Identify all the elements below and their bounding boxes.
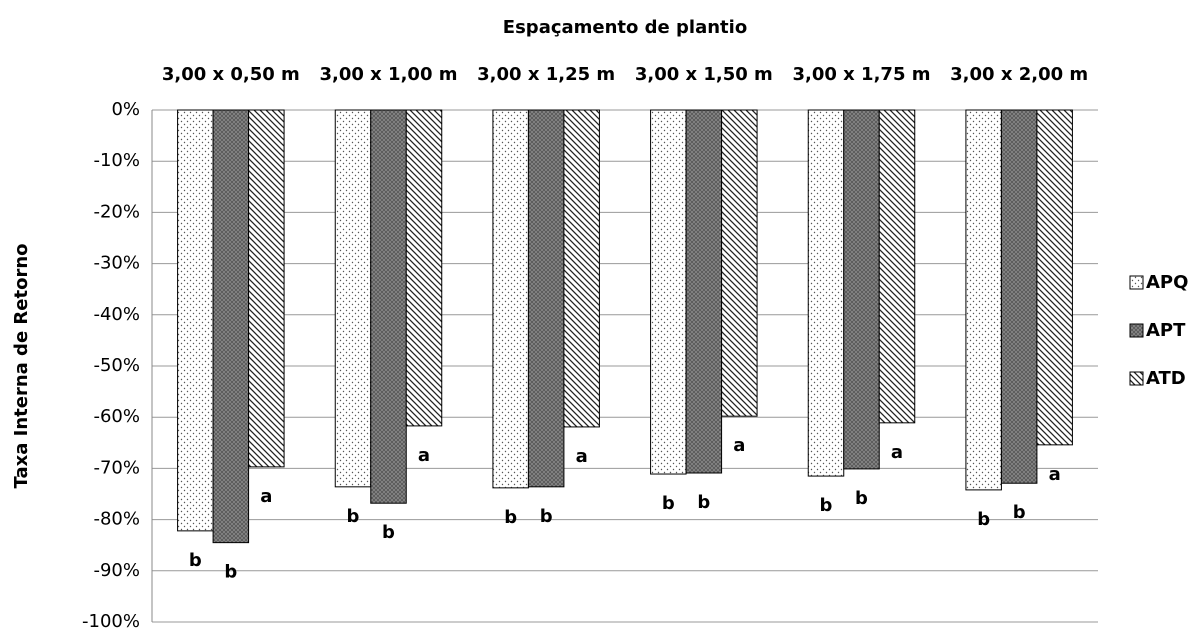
legend-swatch xyxy=(1129,371,1144,386)
bar-annotation: b xyxy=(1013,502,1026,523)
bar-annotation: b xyxy=(540,506,553,527)
bar-annotation: b xyxy=(189,550,202,571)
bar-annotation: a xyxy=(733,435,745,456)
bar-annotation: a xyxy=(418,445,430,466)
bar xyxy=(650,109,687,475)
x-tick-label: 3,00 x 1,75 m xyxy=(793,64,931,85)
legend-label: APQ xyxy=(1146,272,1188,293)
y-tick-label: -90% xyxy=(93,560,140,581)
bar xyxy=(807,109,845,477)
bar xyxy=(527,109,565,488)
bar xyxy=(212,109,250,544)
bar xyxy=(563,109,600,428)
y-tick-label: -80% xyxy=(93,509,140,530)
bar-annotation: b xyxy=(224,562,237,583)
x-tick-label: 3,00 x 1,50 m xyxy=(635,64,773,85)
bar xyxy=(965,109,1002,491)
chart-title: Espaçamento de plantio xyxy=(503,17,747,38)
bar-annotation: a xyxy=(576,446,588,467)
bar-annotation: a xyxy=(260,486,272,507)
x-tick-label: 3,00 x 2,00 m xyxy=(950,64,1088,85)
bar-annotation: a xyxy=(1049,464,1061,485)
y-tick-label: -70% xyxy=(93,457,140,478)
bar xyxy=(248,109,285,468)
x-tick-label: 3,00 x 0,50 m xyxy=(162,64,300,85)
legend-swatch xyxy=(1129,275,1144,290)
legend-label: ATD xyxy=(1146,368,1186,389)
bar-annotation: b xyxy=(697,492,710,513)
bar-annotation: b xyxy=(820,495,833,516)
y-tick-label: -40% xyxy=(93,304,140,325)
y-tick-label: -100% xyxy=(82,611,140,632)
y-tick-label: -20% xyxy=(93,201,140,222)
bar xyxy=(492,109,529,489)
bar-annotation: b xyxy=(977,509,990,530)
bar-annotation: b xyxy=(504,507,517,528)
bar-annotation: a xyxy=(891,442,903,463)
legend-label: APT xyxy=(1146,320,1186,341)
y-axis-label: Taxa Interna de Retorno xyxy=(11,243,32,488)
bar xyxy=(177,109,214,532)
bar xyxy=(1000,109,1038,484)
bar-annotation: b xyxy=(662,493,675,514)
bar xyxy=(405,109,443,427)
x-tick-label: 3,00 x 1,25 m xyxy=(477,64,615,85)
y-tick-label: -30% xyxy=(93,253,140,274)
bar xyxy=(685,109,723,474)
bar xyxy=(878,109,916,424)
bar xyxy=(370,109,407,504)
bar xyxy=(843,109,880,470)
y-tick-label: -10% xyxy=(93,150,140,171)
bar-annotation: b xyxy=(347,506,360,527)
y-tick-label: -60% xyxy=(93,406,140,427)
x-tick-label: 3,00 x 1,00 m xyxy=(320,64,458,85)
bar-annotation: b xyxy=(855,488,868,509)
bar xyxy=(721,109,758,417)
bar-annotation: b xyxy=(382,522,395,543)
bar xyxy=(1036,109,1073,446)
bar xyxy=(334,109,372,488)
legend-swatch xyxy=(1129,323,1144,338)
y-tick-label: -50% xyxy=(93,355,140,376)
y-tick-label: 0% xyxy=(111,99,140,120)
